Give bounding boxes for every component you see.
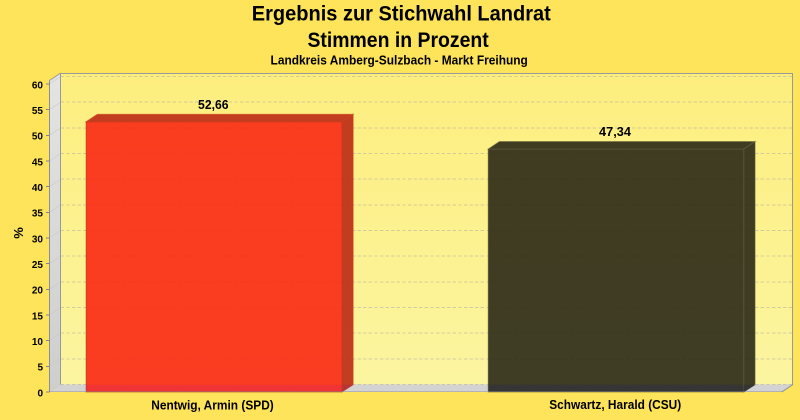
svg-text:%: % <box>11 227 26 239</box>
svg-text:15: 15 <box>32 311 44 322</box>
svg-text:5: 5 <box>37 363 43 374</box>
svg-text:60: 60 <box>32 80 44 91</box>
svg-text:55: 55 <box>32 106 44 117</box>
svg-text:Stimmen in Prozent: Stimmen in Prozent <box>307 29 488 52</box>
svg-text:35: 35 <box>32 209 44 220</box>
svg-text:Nentwig, Armin (SPD): Nentwig, Armin (SPD) <box>151 397 274 412</box>
svg-text:20: 20 <box>32 286 44 297</box>
svg-text:45: 45 <box>32 157 44 168</box>
svg-text:Schwartz, Harald (CSU): Schwartz, Harald (CSU) <box>549 397 681 412</box>
svg-text:52,66: 52,66 <box>198 97 229 112</box>
svg-text:30: 30 <box>32 234 44 245</box>
svg-text:10: 10 <box>32 337 44 348</box>
svg-text:47,34: 47,34 <box>599 124 632 139</box>
svg-text:Ergebnis zur Stichwahl Landrat: Ergebnis zur Stichwahl Landrat <box>252 3 551 26</box>
svg-text:0: 0 <box>37 388 43 399</box>
svg-text:50: 50 <box>32 132 44 143</box>
svg-text:40: 40 <box>32 183 44 194</box>
svg-text:Landkreis Amberg-Sulzbach - Ma: Landkreis Amberg-Sulzbach - Markt Freihu… <box>271 53 528 68</box>
svg-text:25: 25 <box>32 260 44 271</box>
